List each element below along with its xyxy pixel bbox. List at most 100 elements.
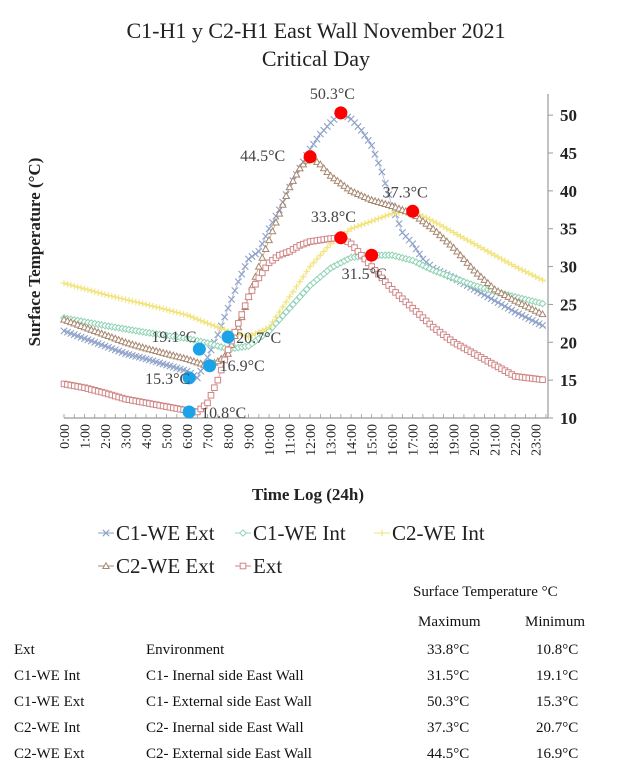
data-point [207,321,215,328]
annotation-label: 16.9°C [220,358,265,375]
annotation-marker [406,204,420,218]
data-point [279,303,286,311]
data-point [538,309,547,318]
data-point [480,291,489,299]
data-point [261,244,270,252]
data-point [354,222,362,230]
data-point [293,283,300,290]
data-point [282,298,290,306]
data-point [319,163,328,172]
data-point [347,240,355,248]
data-point [112,293,119,301]
annotation-label: 15.3°C [145,371,190,388]
series-ext [60,234,547,416]
series-line [63,210,547,338]
annotation-label: 44.5°C [240,148,285,165]
data-point [224,346,232,354]
x-tick-label: 14:00 [345,424,360,456]
x-tick-label: 17:00 [407,424,422,456]
x-tick-label: 21:00 [489,424,504,456]
series-c2-we-int [60,208,547,341]
data-point [94,289,102,296]
data-point [218,325,225,332]
data-point [269,318,276,326]
data-point [505,259,512,266]
data-point [483,278,492,287]
data-point [368,141,376,150]
legend: C1-WE Ext C1-WE Int C2-WE Int C2-WE Ext Ext [98,521,485,578]
table-row-max: 50.3°C [427,694,470,710]
data-point [460,234,468,242]
data-point [115,294,122,302]
data-point [285,304,294,313]
data-point [122,296,129,303]
x-tick-label: 8:00 [222,424,237,449]
data-point [515,310,523,318]
data-point [268,227,277,235]
x-tick-label: 10:00 [263,424,278,456]
annotation-label: 31.5°C [342,266,387,283]
data-point [302,285,311,294]
data-point [508,306,516,314]
data-point [207,346,215,354]
data-point [501,257,509,265]
annotation-marker [334,231,348,245]
data-point [258,253,267,261]
data-point [285,182,294,191]
legend-entry: C2-WE Int [374,521,485,545]
data-point [378,168,386,176]
data-point [197,367,205,375]
data-point [323,244,331,251]
table-row-desc: C2- External side East Wall [146,746,312,762]
table-row-max: 37.3°C [427,720,470,736]
legend-label: C2-WE Ext [116,554,215,578]
data-point [467,238,474,246]
data-point [528,316,536,325]
data-point [320,248,327,255]
data-point [365,219,372,226]
series-c2-we-ext [59,152,547,369]
data-point [258,240,266,248]
data-point [347,225,355,232]
data-point [498,255,505,263]
plot-area: 10 15 20 25 30 35 40 45 50 0:00 1:00 2:00 3:00 4:00 5:… [58,86,577,456]
data-point [88,287,95,294]
data-point [343,184,352,192]
data-point [129,297,136,305]
data-point [480,275,489,283]
annotation-marker [365,248,379,262]
table-row-desc: C1- External side East Wall [146,694,312,710]
data-point [515,265,522,272]
data-point [214,376,222,384]
data-point [241,302,249,309]
data-point [538,299,547,308]
data-point [258,269,266,277]
table-row-desc: Environment [146,642,225,658]
data-point [255,328,263,336]
annotation-label: 10.8°C [201,405,246,422]
data-point [200,318,208,326]
legend-entry: Ext [235,554,282,578]
data-point [214,331,222,339]
data-point [101,291,109,298]
annotation-marker [303,150,317,164]
data-point [271,218,280,226]
data-point [159,305,167,313]
data-point [292,296,301,305]
x-tick-label: 15:00 [366,424,381,456]
data-point [470,266,479,274]
x-tick-label: 0:00 [58,424,73,449]
table-row-desc: C2- Inernal side East Wall [146,720,304,736]
annotation-label: 33.8°C [311,209,356,226]
data-point [532,273,539,280]
data-point [484,248,492,255]
x-tick-label: 9:00 [243,424,258,449]
data-point [118,295,126,302]
data-point [432,227,441,235]
data-point [125,297,133,304]
annotation-label: 37.3°C [383,184,428,201]
data-point [470,240,478,248]
data-point [522,268,529,275]
table-row-desc: C1- Inernal side East Wall [146,668,304,684]
y-tick-label: 30 [560,258,577,277]
